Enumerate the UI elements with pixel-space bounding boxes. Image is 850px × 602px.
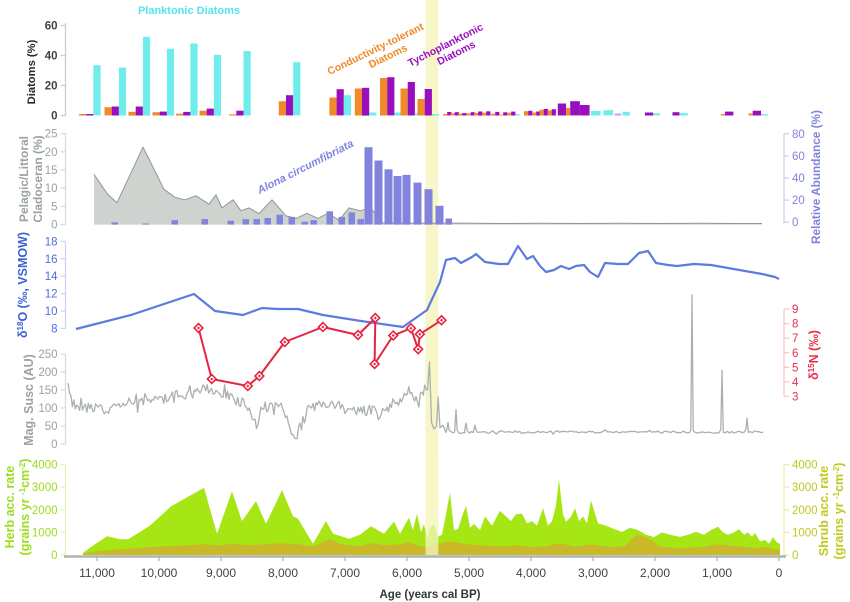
svg-text:0: 0 (792, 550, 798, 562)
svg-text:3: 3 (792, 391, 798, 403)
svg-text:3000: 3000 (32, 482, 58, 494)
svg-text:9,000: 9,000 (206, 566, 236, 580)
svg-text:250: 250 (38, 349, 57, 361)
svg-text:9: 9 (792, 304, 798, 316)
svg-text:Pelagic/Littoral: Pelagic/Littoral (17, 136, 31, 222)
svg-text:12: 12 (45, 289, 58, 301)
svg-text:10: 10 (45, 306, 58, 318)
svg-text:40: 40 (45, 51, 58, 63)
svg-text:8: 8 (51, 323, 57, 335)
svg-text:4,000: 4,000 (516, 566, 546, 580)
svg-text:1000: 1000 (792, 527, 818, 539)
svg-text:100: 100 (38, 403, 57, 415)
svg-text:0: 0 (51, 220, 57, 232)
svg-text:60: 60 (792, 151, 805, 163)
svg-text:25: 25 (45, 129, 58, 141)
svg-text:3,000: 3,000 (578, 566, 608, 580)
svg-text:3000: 3000 (792, 482, 818, 494)
svg-text:18: 18 (45, 236, 58, 248)
svg-text:150: 150 (38, 385, 57, 397)
svg-text:2000: 2000 (32, 505, 58, 517)
svg-text:6,000: 6,000 (392, 566, 422, 580)
svg-text:80: 80 (792, 129, 805, 141)
svg-text:0: 0 (51, 439, 57, 451)
svg-text:20: 20 (792, 195, 805, 207)
svg-text:5,000: 5,000 (454, 566, 484, 580)
svg-text:Planktonic Diatoms: Planktonic Diatoms (138, 5, 240, 17)
svg-text:5: 5 (792, 362, 798, 374)
svg-text:8,000: 8,000 (268, 566, 298, 580)
svg-text:6: 6 (792, 348, 798, 360)
svg-text:50: 50 (45, 421, 58, 433)
svg-text:δ15N (‰): δ15N (‰) (807, 330, 821, 380)
svg-text:7,000: 7,000 (330, 566, 360, 580)
svg-text:2,000: 2,000 (640, 566, 670, 580)
svg-text:4: 4 (792, 377, 799, 389)
svg-text:7: 7 (792, 333, 798, 345)
svg-text:(grains yr -1cm-2): (grains yr -1cm-2) (832, 463, 846, 560)
svg-text:Mag. Susc (AU): Mag. Susc (AU) (22, 354, 36, 446)
svg-text:δ18O (‰, VSMOW): δ18O (‰, VSMOW) (16, 232, 30, 338)
svg-text:11,000: 11,000 (79, 566, 115, 580)
svg-text:15: 15 (45, 165, 58, 177)
svg-text:(grains yr -1cm-2): (grains yr -1cm-2) (18, 459, 32, 556)
svg-text:4000: 4000 (32, 460, 58, 472)
svg-text:5: 5 (51, 201, 57, 213)
svg-text:Herb acc. rate: Herb acc. rate (3, 466, 17, 549)
svg-text:14: 14 (45, 271, 58, 283)
svg-text:60: 60 (45, 21, 58, 33)
svg-text:1000: 1000 (32, 527, 58, 539)
svg-text:0: 0 (51, 111, 57, 123)
svg-text:0: 0 (51, 550, 57, 562)
svg-text:Age (years cal BP): Age (years cal BP) (380, 589, 481, 601)
svg-text:0: 0 (792, 217, 798, 229)
svg-text:Relative Abundance (%): Relative Abundance (%) (809, 110, 823, 244)
svg-text:10: 10 (45, 183, 58, 195)
svg-text:1,000: 1,000 (702, 566, 732, 580)
svg-text:2000: 2000 (792, 505, 818, 517)
svg-text:200: 200 (38, 367, 57, 379)
svg-text:20: 20 (45, 81, 58, 93)
svg-text:16: 16 (45, 254, 58, 266)
svg-text:8: 8 (792, 319, 798, 331)
svg-text:4000: 4000 (792, 460, 818, 472)
svg-text:Diatoms (%): Diatoms (%) (26, 39, 38, 104)
svg-text:10,000: 10,000 (141, 566, 178, 580)
svg-text:Shrub acc. rate: Shrub acc. rate (817, 466, 831, 556)
svg-text:Cladoceran (%): Cladoceran (%) (31, 135, 45, 222)
svg-text:40: 40 (792, 173, 805, 185)
svg-text:20: 20 (45, 147, 58, 159)
svg-text:0: 0 (776, 566, 783, 580)
